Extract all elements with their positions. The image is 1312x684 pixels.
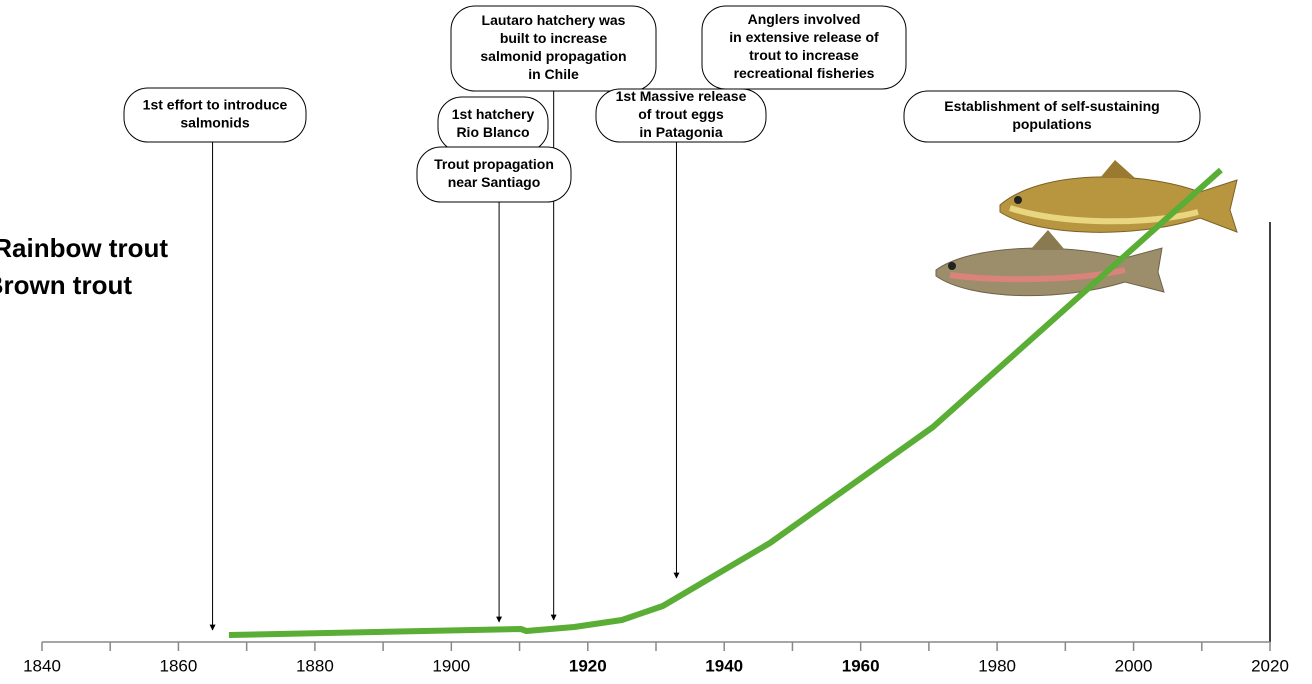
annotations: 1st effort to introduce salmonids 1st hatc… — [123, 5, 1201, 203]
x-tick-label: 2000 — [1115, 656, 1153, 675]
annotation-text: populations — [1012, 116, 1092, 132]
annotation: 1st hatchery Rio Blanco — [437, 96, 549, 153]
annotation: Lautaro hatchery was built to increase sal… — [450, 5, 657, 92]
x-tick-label: 1880 — [296, 656, 334, 675]
annotation-text: Anglers involved — [748, 11, 861, 27]
annotation-text: of trout eggs — [638, 106, 724, 122]
annotation-text: Establishment of self-sustaining — [944, 98, 1159, 114]
rainbow-trout-illustration — [935, 230, 1165, 297]
annotation-text: recreational fisheries — [734, 65, 875, 81]
x-tick-label: 1840 — [23, 656, 61, 675]
annotation-text: 1st hatchery — [452, 106, 535, 122]
annotation-box — [903, 90, 1201, 143]
annotation-box — [416, 146, 572, 203]
x-tick-label: 1900 — [432, 656, 470, 675]
annotation-box — [701, 5, 907, 90]
annotation: Establishment of self-sustaining populati… — [903, 90, 1201, 143]
annotation-box — [450, 5, 657, 92]
x-tick-label: 1960 — [842, 656, 880, 675]
annotation-text: Lautaro hatchery was — [482, 12, 626, 28]
growth-line — [228, 167, 1223, 638]
legend-label: Rainbow trout — [0, 233, 168, 263]
annotation-text: in extensive release of — [729, 29, 879, 45]
x-tick-label: 1860 — [160, 656, 198, 675]
annotation-text: Rio Blanco — [456, 124, 529, 140]
x-tick-label: 1980 — [978, 656, 1016, 675]
annotation-box — [595, 88, 767, 143]
x-tick-label: 1920 — [569, 656, 607, 675]
annotation-text: near Santiago — [448, 174, 541, 190]
x-tick-label: 2020 — [1251, 656, 1289, 675]
x-tick-label: 1940 — [705, 656, 743, 675]
annotation: Anglers involved in extensive release of t… — [701, 5, 907, 90]
annotation: 1st Massive release of trout eggs in Patag… — [595, 88, 767, 143]
annotation-text: salmonids — [180, 115, 249, 131]
annotation-text: salmonid propagation — [480, 48, 626, 64]
annotation-text: built to increase — [500, 30, 608, 46]
annotation: 1st effort to introduce salmonids — [123, 87, 307, 143]
brown-trout-illustration — [999, 160, 1238, 233]
annotation-box — [123, 87, 307, 143]
legend-label: Brown trout — [0, 270, 132, 300]
annotation-text: 1st effort to introduce — [143, 97, 288, 113]
annotation: Trout propagation near Santiago — [416, 146, 572, 203]
annotation-text: trout to increase — [749, 47, 859, 63]
annotation-text: in Patagonia — [639, 124, 722, 140]
annotation-text: 1st Massive release — [616, 88, 747, 104]
annotation-text: in Chile — [528, 66, 579, 82]
annotation-text: Trout propagation — [434, 156, 554, 172]
